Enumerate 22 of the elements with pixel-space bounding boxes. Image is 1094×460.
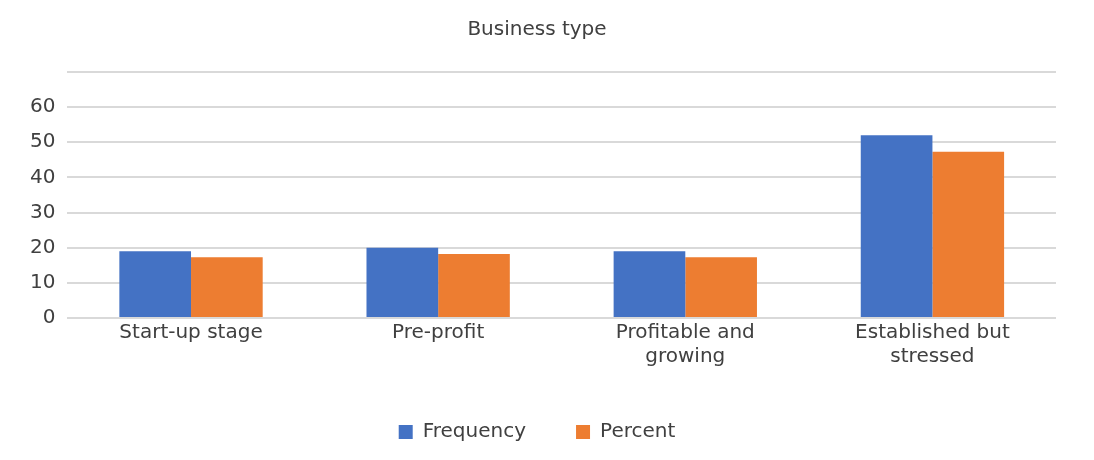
x-tick-label: Profitable and growing [615,319,755,368]
y-tick-label: 20 [30,233,56,258]
legend-label: Frequency [422,418,527,443]
bar [860,135,933,317]
y-tick-label: 60 [30,93,56,118]
legend-label: Percent [600,418,676,443]
bar [119,251,192,317]
chart-title: Business type [467,16,607,41]
bar [685,257,757,317]
y-tick-label: 30 [30,198,56,223]
x-tick-label: Established but stressed [855,319,1010,368]
bar [932,151,1005,317]
y-tick-label: 10 [30,269,56,294]
x-tick-label: Start-up stage [119,319,263,344]
bar [366,247,439,317]
y-tick-label: 40 [30,163,56,188]
bar [191,257,263,317]
y-tick-label: 50 [30,128,56,153]
x-tick-label: Pre-profit [392,319,485,344]
bar [613,251,686,317]
y-tick-label: 0 [42,304,56,329]
bar [438,254,510,317]
